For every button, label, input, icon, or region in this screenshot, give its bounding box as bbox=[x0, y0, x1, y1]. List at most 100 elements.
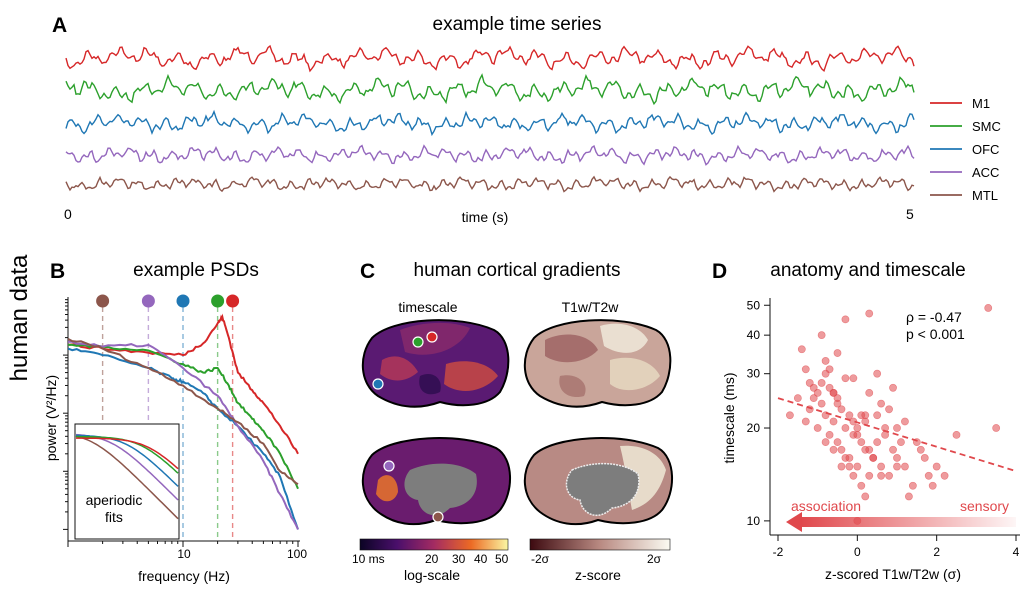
scatter-points bbox=[786, 304, 1001, 525]
scatter-point bbox=[821, 357, 830, 365]
trace-mtl bbox=[65, 175, 915, 193]
scatter-point bbox=[952, 430, 961, 439]
scatter-point bbox=[817, 399, 826, 408]
scatter-y-label: timescale (ms) bbox=[721, 372, 737, 463]
trace-m1 bbox=[65, 44, 915, 73]
legend-label-smc: SMC bbox=[972, 119, 1001, 134]
scatter-point bbox=[893, 462, 901, 471]
inset-label-fits: fits bbox=[105, 509, 123, 525]
t1t2-column-label: T1w/T2w bbox=[562, 299, 620, 315]
scatter-point bbox=[877, 462, 886, 471]
scatter-point bbox=[841, 374, 850, 383]
scatter-point bbox=[825, 383, 834, 392]
psd-ticks bbox=[63, 299, 299, 547]
association-label: association bbox=[791, 498, 861, 514]
panel-b-letter: B bbox=[50, 260, 65, 283]
scatter-point bbox=[861, 445, 870, 454]
legend-label-mtl: MTL bbox=[972, 188, 998, 203]
scatter-point bbox=[793, 394, 802, 403]
smc-marker bbox=[412, 336, 424, 348]
scatter-point bbox=[817, 379, 826, 387]
scatter-point bbox=[841, 424, 850, 432]
scatter-point bbox=[853, 430, 862, 439]
scatter-point bbox=[928, 481, 937, 490]
scatter-point bbox=[889, 383, 897, 392]
legend-label-ofc: OFC bbox=[972, 142, 999, 157]
scatter-point bbox=[829, 388, 838, 397]
scatter-xtick: 2 bbox=[933, 545, 940, 559]
scatter-point bbox=[786, 411, 794, 420]
scatter-point bbox=[813, 424, 822, 432]
cbar2-tick-neg: -2σ bbox=[531, 552, 550, 566]
panel-d: D anatomy and timescale -2 0 2 41020304050 … bbox=[712, 260, 1020, 582]
scatter-point bbox=[897, 438, 905, 447]
psd-acc bbox=[68, 340, 299, 530]
psd-smc bbox=[68, 343, 299, 490]
scatter-point bbox=[877, 471, 886, 480]
scatter-point bbox=[873, 369, 882, 378]
scatter-point bbox=[825, 365, 834, 374]
aperiodic-fit-m1 bbox=[76, 437, 179, 470]
scatter-point bbox=[901, 417, 909, 426]
scatter-point bbox=[817, 331, 826, 340]
timescale-column-label: timescale bbox=[398, 299, 457, 315]
scatter-point bbox=[853, 424, 862, 432]
scatter-point bbox=[797, 345, 806, 354]
scatter-point bbox=[865, 471, 874, 480]
legend-label-m1: M1 bbox=[972, 96, 990, 111]
time-series-legend: M1 SMC OFC ACC MTL bbox=[930, 96, 1001, 203]
scatter-point bbox=[801, 365, 810, 374]
scatter-point bbox=[809, 383, 818, 392]
panel-c-title: human cortical gradients bbox=[414, 260, 621, 281]
cbar1-tick-40: 40 bbox=[474, 552, 488, 566]
scatter-point bbox=[861, 411, 870, 420]
brain-t1t2-lateral bbox=[523, 319, 672, 408]
scatter-point bbox=[932, 462, 941, 471]
scatter-point bbox=[833, 399, 842, 408]
panel-d-letter: D bbox=[712, 260, 727, 283]
scatter-ytick: 10 bbox=[747, 514, 761, 528]
p-annotation: p < 0.001 bbox=[906, 326, 965, 342]
scatter-point bbox=[849, 471, 858, 480]
scatter-point bbox=[845, 462, 854, 471]
psd-lines bbox=[68, 313, 299, 530]
t1t2-colorbar bbox=[529, 538, 671, 551]
scatter-point bbox=[885, 471, 893, 480]
legend-label-acc: ACC bbox=[972, 165, 999, 180]
ofc-marker bbox=[372, 378, 384, 390]
psd-mtl bbox=[68, 338, 299, 486]
brain-t1t2-medial bbox=[523, 437, 674, 526]
scatter-point bbox=[984, 304, 993, 312]
scatter-point bbox=[837, 405, 846, 414]
trace-smc bbox=[65, 73, 915, 106]
scatter-point bbox=[845, 411, 854, 420]
scatter-point bbox=[873, 438, 882, 447]
knee-dot-mtl bbox=[96, 294, 110, 308]
cbar2-label: z-score bbox=[575, 567, 621, 583]
scatter-point bbox=[845, 454, 854, 462]
psd-xtick-100: 100 bbox=[287, 547, 307, 561]
scatter-point bbox=[857, 438, 866, 447]
panel-c: C human cortical gradients timescale T1w… bbox=[352, 260, 674, 583]
scatter-point bbox=[901, 462, 909, 471]
scatter-point bbox=[813, 388, 822, 397]
scatter-point bbox=[992, 424, 1001, 432]
mtl-marker bbox=[432, 511, 444, 523]
scatter-point bbox=[893, 454, 901, 462]
scatter-point bbox=[924, 471, 933, 480]
scatter-point bbox=[841, 315, 850, 324]
knee-dot-smc bbox=[211, 294, 225, 308]
regression-line bbox=[777, 397, 1017, 472]
inset-label-aperiodic: aperiodic bbox=[86, 492, 143, 508]
panel-a-title: example time series bbox=[433, 14, 602, 35]
scatter-x-label: z-scored T1w/T2w (σ) bbox=[825, 566, 961, 582]
brain-timescale-lateral bbox=[361, 319, 510, 408]
scatter-point bbox=[916, 445, 925, 454]
sensory-label: sensory bbox=[960, 498, 1009, 514]
psd-m1 bbox=[68, 313, 299, 455]
psd-ofc bbox=[68, 347, 299, 530]
scatter-point bbox=[801, 417, 810, 426]
knee-dot-m1 bbox=[226, 294, 240, 308]
scatter-point bbox=[905, 492, 913, 501]
scatter-point bbox=[865, 388, 874, 397]
